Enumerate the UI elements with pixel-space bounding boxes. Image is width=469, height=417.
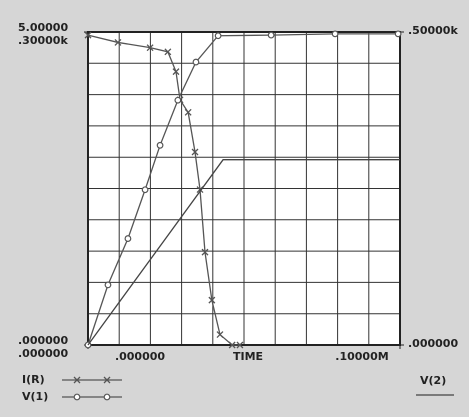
y-tick-label: 5.00000 <box>18 21 68 34</box>
marker <box>103 376 111 384</box>
marker <box>73 376 81 384</box>
marker <box>124 235 132 242</box>
marker <box>192 58 200 66</box>
marker <box>146 44 154 52</box>
marker <box>236 341 244 349</box>
marker <box>214 32 222 40</box>
y2-tick-label: .50000k <box>408 24 458 37</box>
marker <box>267 31 275 39</box>
marker <box>172 68 180 76</box>
x-tick-label: .10000M <box>335 350 388 363</box>
legend-label: V(2) <box>420 374 446 387</box>
marker <box>164 48 172 56</box>
marker <box>156 141 164 149</box>
legend-label: I(R) <box>22 373 45 386</box>
y-tick-label: .000000 <box>18 334 68 347</box>
marker <box>141 186 149 194</box>
plot-frame <box>87 31 401 346</box>
marker <box>114 38 122 46</box>
y2-tick-label: .000000 <box>408 337 458 350</box>
marker <box>73 393 81 401</box>
series-line <box>87 34 240 346</box>
x-axis-label: TIME <box>233 350 263 363</box>
legend-label: V(1) <box>22 390 48 403</box>
y-tick-label: .30000k <box>18 34 68 47</box>
marker <box>104 281 112 289</box>
x-tick-label: .000000 <box>115 350 165 363</box>
marker <box>228 341 236 349</box>
y-tick-label: .000000 <box>18 347 68 360</box>
marker <box>394 30 402 38</box>
marker <box>174 96 182 104</box>
marker <box>191 148 199 156</box>
marker <box>331 30 339 38</box>
marker <box>201 248 209 256</box>
marker <box>216 331 224 339</box>
marker <box>84 31 92 39</box>
series-line <box>87 159 400 346</box>
marker <box>184 108 192 116</box>
marker <box>103 393 111 401</box>
marker <box>208 296 216 304</box>
